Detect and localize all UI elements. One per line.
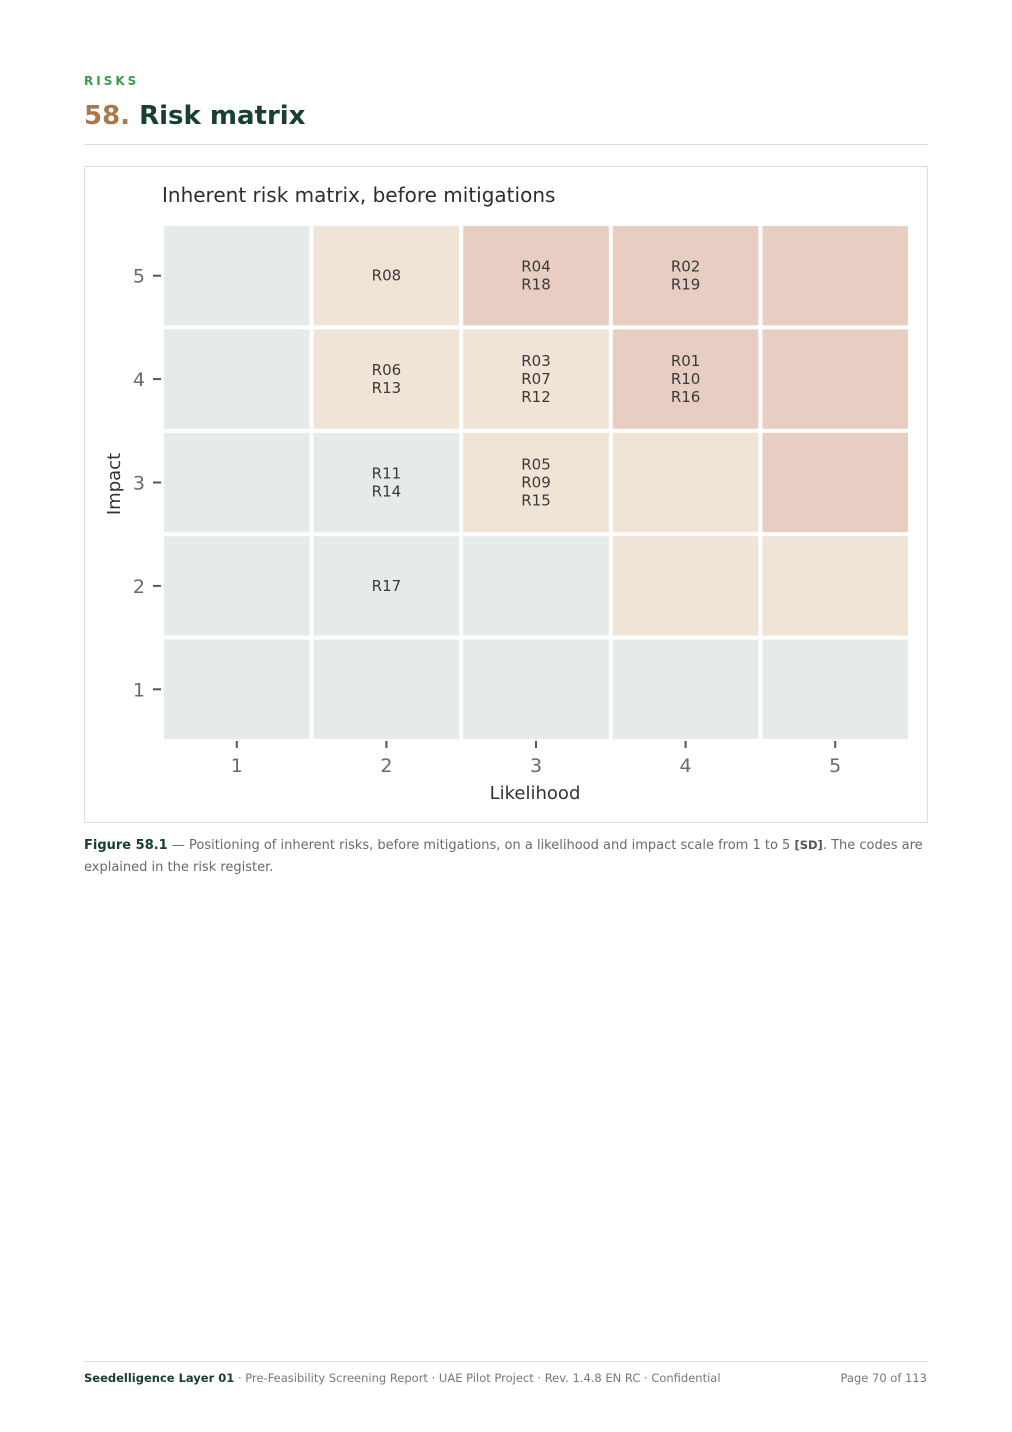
risk-label-r02: R02 <box>671 258 701 276</box>
matrix-cell-l2-i5 <box>313 226 460 326</box>
x-tick-label-3: 3 <box>530 755 542 777</box>
matrix-cell-l1-i4 <box>164 329 310 429</box>
footer-brand: Seedelligence Layer 01 <box>84 1371 235 1385</box>
page-title: 58. Risk matrix <box>84 101 305 131</box>
risk-label-r03: R03 <box>521 352 551 370</box>
figure-caption: Figure 58.1 — Positioning of inherent ri… <box>84 834 928 879</box>
x-tick-label-1: 1 <box>231 755 243 777</box>
section-title: Risk matrix <box>139 101 306 131</box>
risk-label-r19: R19 <box>671 276 701 294</box>
matrix-cell-l4-i4 <box>612 329 759 429</box>
matrix-cell-l3-i1 <box>463 639 609 739</box>
matrix-cell-l1-i2 <box>164 536 310 636</box>
risk-label-r07: R07 <box>521 370 551 388</box>
matrix-cell-l2-i1 <box>313 639 460 739</box>
matrix-cell-l1-i1 <box>164 639 310 739</box>
risk-label-r05: R05 <box>521 456 551 474</box>
risk-label-r04: R04 <box>521 258 551 276</box>
footer-meta: · Pre-Feasibility Screening Report · UAE… <box>234 1371 721 1385</box>
matrix-cell-l5-i3 <box>762 432 908 533</box>
risk-label-r10: R10 <box>671 370 701 388</box>
title-divider <box>84 144 928 145</box>
caption-text-end: . The codes are explained in the risk re… <box>84 838 923 875</box>
footer-divider <box>84 1361 928 1362</box>
risk-matrix-chart: Inherent risk matrix, before mitigations… <box>104 183 908 804</box>
figure-frame: Inherent risk matrix, before mitigations… <box>84 166 928 823</box>
section-number: 58. <box>84 101 131 131</box>
risk-label-r01: R01 <box>671 352 701 370</box>
risk-label-r08: R08 <box>372 267 402 285</box>
matrix-cell-l2-i4 <box>313 329 460 429</box>
footer-page-number: Page 70 of 113 <box>840 1371 927 1385</box>
matrix-cell-l1-i3 <box>164 432 310 533</box>
matrix-cell-l5-i1 <box>762 639 908 739</box>
risk-label-r09: R09 <box>521 474 551 492</box>
x-axis-label: Likelihood <box>490 783 581 804</box>
caption-label: Figure 58.1 <box>84 838 168 853</box>
x-tick-label-5: 5 <box>829 755 841 777</box>
risk-label-r14: R14 <box>372 483 402 501</box>
caption-citation: [SD] <box>794 838 823 852</box>
matrix-cell-l1-i5 <box>164 226 310 326</box>
matrix-cell-l4-i3 <box>612 432 759 533</box>
matrix-cell-l3-i3 <box>463 432 609 533</box>
x-tick-label-4: 4 <box>680 755 692 777</box>
matrix-cell-l3-i4 <box>463 329 609 429</box>
risk-label-r15: R15 <box>521 492 551 510</box>
matrix-cell-l2-i3 <box>313 432 460 533</box>
risk-label-r12: R12 <box>521 388 551 406</box>
y-tick-label-3: 3 <box>133 473 145 495</box>
footer-document-info: Seedelligence Layer 01 · Pre-Feasibility… <box>84 1371 721 1385</box>
matrix-cell-l4-i2 <box>612 536 759 636</box>
matrix-cell-l3-i2 <box>463 536 609 636</box>
caption-text: — Positioning of inherent risks, before … <box>167 838 795 853</box>
risk-label-r13: R13 <box>372 379 402 397</box>
chart-title: Inherent risk matrix, before mitigations <box>162 183 555 207</box>
matrix-cell-l3-i5 <box>463 226 609 326</box>
y-tick-label-2: 2 <box>133 576 145 598</box>
section-kicker: RISKS <box>84 74 140 88</box>
matrix-cell-l5-i2 <box>762 536 908 636</box>
matrix-cell-l5-i4 <box>762 329 908 429</box>
y-tick-label-4: 4 <box>133 369 145 391</box>
risk-label-r18: R18 <box>521 276 551 294</box>
risk-label-r06: R06 <box>372 361 402 379</box>
risk-label-r17: R17 <box>372 577 402 595</box>
y-tick-label-5: 5 <box>133 266 145 288</box>
risk-label-r11: R11 <box>372 465 402 483</box>
matrix-cell-l4-i1 <box>612 639 759 739</box>
x-tick-label-2: 2 <box>380 755 392 777</box>
risk-label-r16: R16 <box>671 388 701 406</box>
matrix-cell-l5-i5 <box>762 226 908 326</box>
y-axis-label: Impact <box>104 453 125 515</box>
y-tick-label-1: 1 <box>133 679 145 701</box>
matrix-cell-l4-i5 <box>612 226 759 326</box>
matrix-cell-l2-i2 <box>313 536 460 636</box>
